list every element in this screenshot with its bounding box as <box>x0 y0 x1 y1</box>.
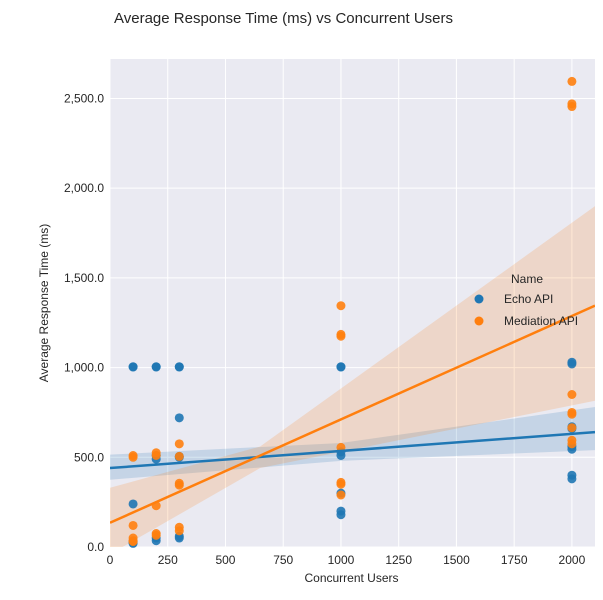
point-mediation-api <box>567 76 577 86</box>
confidence-bands <box>110 206 595 547</box>
x-tick-label: 1000 <box>328 553 355 567</box>
y-tick-label: 1,000.0 <box>64 361 104 375</box>
data-points <box>128 76 577 548</box>
x-axis-label: Concurrent Users <box>304 571 398 585</box>
legend-label-mediation-api: Mediation API <box>504 314 578 328</box>
x-tick-label: 250 <box>158 553 178 567</box>
x-tick-label: 1750 <box>501 553 528 567</box>
regression-lines <box>110 304 595 524</box>
point-echo-api <box>336 362 346 372</box>
point-echo-api <box>174 413 184 423</box>
point-mediation-api <box>567 423 577 433</box>
point-echo-api <box>174 362 184 372</box>
ci-band-mediation-api <box>110 206 595 547</box>
ci-band-echo-api <box>110 407 595 480</box>
legend-marker-echo-api <box>474 294 484 304</box>
point-echo-api <box>128 362 138 372</box>
point-echo-api <box>174 533 184 543</box>
point-mediation-api <box>567 102 577 112</box>
legend-label-echo-api: Echo API <box>504 292 553 306</box>
regression-line-mediation-api <box>110 304 595 524</box>
point-mediation-api <box>567 390 577 399</box>
point-mediation-api <box>174 451 184 461</box>
point-echo-api <box>567 474 577 484</box>
point-mediation-api <box>151 451 161 460</box>
point-echo-api <box>567 359 577 369</box>
point-mediation-api <box>567 439 577 449</box>
x-tick-label: 500 <box>215 553 235 567</box>
y-tick-labels: 0.0 500.0 1,000.0 1,500.0 2,000.0 2,500.0 <box>64 91 104 554</box>
x-tick-label: 1250 <box>385 553 412 567</box>
point-echo-api <box>128 499 138 509</box>
point-mediation-api <box>567 409 577 419</box>
y-tick-label: 2,000.0 <box>64 181 104 195</box>
grid <box>109 59 595 548</box>
legend: Name Echo API Mediation API <box>474 272 578 328</box>
point-mediation-api <box>151 530 161 540</box>
legend-marker-mediation-api <box>474 316 484 326</box>
x-tick-label: 2000 <box>559 553 586 567</box>
point-mediation-api <box>174 439 184 449</box>
point-mediation-api <box>336 479 346 489</box>
y-tick-label: 2,500.0 <box>64 91 104 105</box>
x-tick-label: 1500 <box>443 553 470 567</box>
point-echo-api <box>336 510 346 520</box>
legend-title: Name <box>511 272 543 286</box>
x-tick-labels: 0 250 500 750 1000 1250 1500 1750 2000 <box>107 553 586 567</box>
x-tick-label: 0 <box>107 553 114 567</box>
point-mediation-api <box>128 537 138 547</box>
y-tick-label: 1,500.0 <box>64 271 104 285</box>
point-mediation-api <box>174 480 184 490</box>
point-mediation-api <box>128 520 138 530</box>
point-mediation-api <box>336 301 346 311</box>
y-axis-label: Average Response Time (ms) <box>37 224 51 383</box>
point-mediation-api <box>336 331 346 341</box>
point-echo-api <box>336 451 346 460</box>
y-tick-label: 500.0 <box>74 450 104 464</box>
y-tick-label: 0.0 <box>87 540 104 554</box>
x-tick-label: 750 <box>273 553 293 567</box>
chart-title: Average Response Time (ms) vs Concurrent… <box>114 10 453 27</box>
point-mediation-api <box>174 526 184 536</box>
point-mediation-api <box>128 452 138 462</box>
point-echo-api <box>151 362 161 372</box>
regression-line-echo-api <box>110 430 595 470</box>
point-mediation-api <box>336 490 346 500</box>
